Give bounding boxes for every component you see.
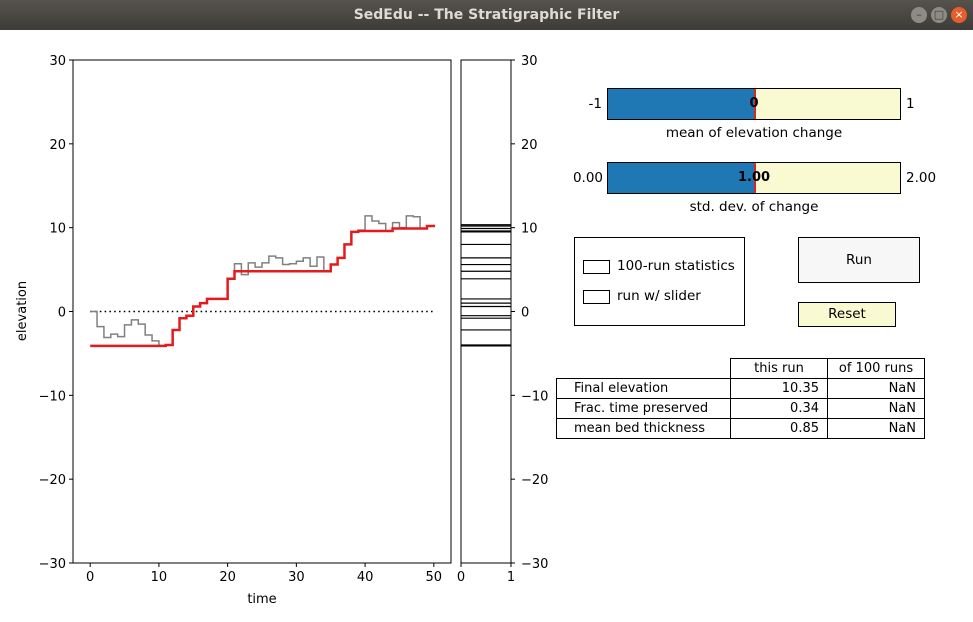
std-slider-min-label: 0.00 [572,170,603,186]
x-tick-label: 10 [151,570,168,585]
table-header-blank [557,359,731,379]
slider-checkbox-label[interactable]: run w/ slider [617,288,701,304]
table-header-of-100-runs: of 100 runs [827,358,925,379]
elevation-chart: 0 10 20 30 40 50 −30 −20 −10 0 10 20 30 time elevati… [15,54,452,607]
slider-checkbox[interactable] [583,290,610,304]
table-row: mean bed thickness 0.85 NaN [556,418,925,439]
std-slider-max-label: 2.00 [906,170,937,186]
table-cell-this-run: 0.34 [730,398,828,419]
table-cell-of-100: NaN [827,378,925,399]
std-slider[interactable]: 1.00 [607,162,901,194]
strata-y-tick-label: 20 [521,138,538,153]
mean-slider-caption: mean of elevation change [665,125,843,141]
y-tick-label: −30 [39,557,66,572]
mean-slider[interactable]: 0 [607,88,901,120]
strata-y-tick-label: 10 [521,222,538,237]
stats-checkbox-label[interactable]: 100-run statistics [617,258,735,274]
table-row-label: Frac. time preserved [556,398,731,419]
strata-x-tick-label: 1 [507,570,515,585]
strata-y-tick-label: 0 [521,306,529,321]
x-tick-label: 40 [357,570,374,585]
run-button[interactable]: Run [798,237,920,283]
strata-y-tick-label: −30 [521,557,548,572]
strata-x-tick-label: 0 [457,570,465,585]
stats-table: this run of 100 runs Final elevation 10.… [556,358,925,439]
mean-slider-handle[interactable] [754,89,756,119]
table-cell-this-run: 0.85 [730,418,828,439]
table-header-this-run: this run [730,358,828,379]
std-slider-fill [608,163,754,193]
y-tick-label: 10 [49,222,66,237]
x-axis-label: time [247,592,276,607]
mean-slider-value: 0 [749,96,759,111]
stats-checkbox[interactable] [583,260,610,274]
std-slider-handle[interactable] [754,163,756,193]
minimize-icon[interactable]: – [911,7,927,23]
x-tick-label: 50 [426,570,443,585]
x-tick-label: 30 [288,570,305,585]
preserved-elevation-line [90,224,436,348]
reset-button[interactable]: Reset [798,302,896,327]
y-tick-label: −10 [39,389,66,404]
mean-slider-max-label: 1 [906,96,915,112]
table-cell-of-100: NaN [827,398,925,419]
strata-column-chart: 30 20 10 0 −10 −20 −30 0 1 [457,54,549,585]
y-tick-label: 30 [49,54,66,69]
strata-y-tick-label: −20 [521,473,548,488]
options-panel: 100-run statistics run w/ slider [574,237,745,326]
table-cell-this-run: 10.35 [730,378,828,399]
strata-y-tick-label: 30 [521,54,538,69]
std-slider-caption: std. dev. of change [689,199,819,215]
x-tick-label: 20 [219,570,236,585]
y-tick-label: −20 [39,473,66,488]
x-tick-label: 0 [86,570,94,585]
mean-slider-min-label: -1 [588,96,602,112]
reset-button-label: Reset [828,306,866,322]
elevation-history-line [90,215,435,347]
table-header-row: this run of 100 runs [557,358,925,379]
strata-y-tick-label: −10 [521,389,548,404]
table-cell-of-100: NaN [827,418,925,439]
table-row-label: Final elevation [556,378,731,399]
y-axis-label: elevation [15,281,30,341]
window-title: SedEdu -- The Stratigraphic Filter [353,7,620,23]
run-button-label: Run [846,252,872,268]
maximize-icon[interactable]: □ [931,7,947,23]
window-titlebar: SedEdu -- The Stratigraphic Filter [0,0,973,30]
table-row-label: mean bed thickness [556,418,731,439]
close-icon[interactable]: × [951,7,967,23]
table-row: Frac. time preserved 0.34 NaN [556,398,925,419]
std-slider-value: 1.00 [737,170,771,185]
strata-frame [460,59,512,564]
mean-slider-fill [608,89,754,119]
y-tick-label: 0 [58,306,66,321]
table-row: Final elevation 10.35 NaN [556,378,925,399]
y-tick-label: 20 [49,138,66,153]
